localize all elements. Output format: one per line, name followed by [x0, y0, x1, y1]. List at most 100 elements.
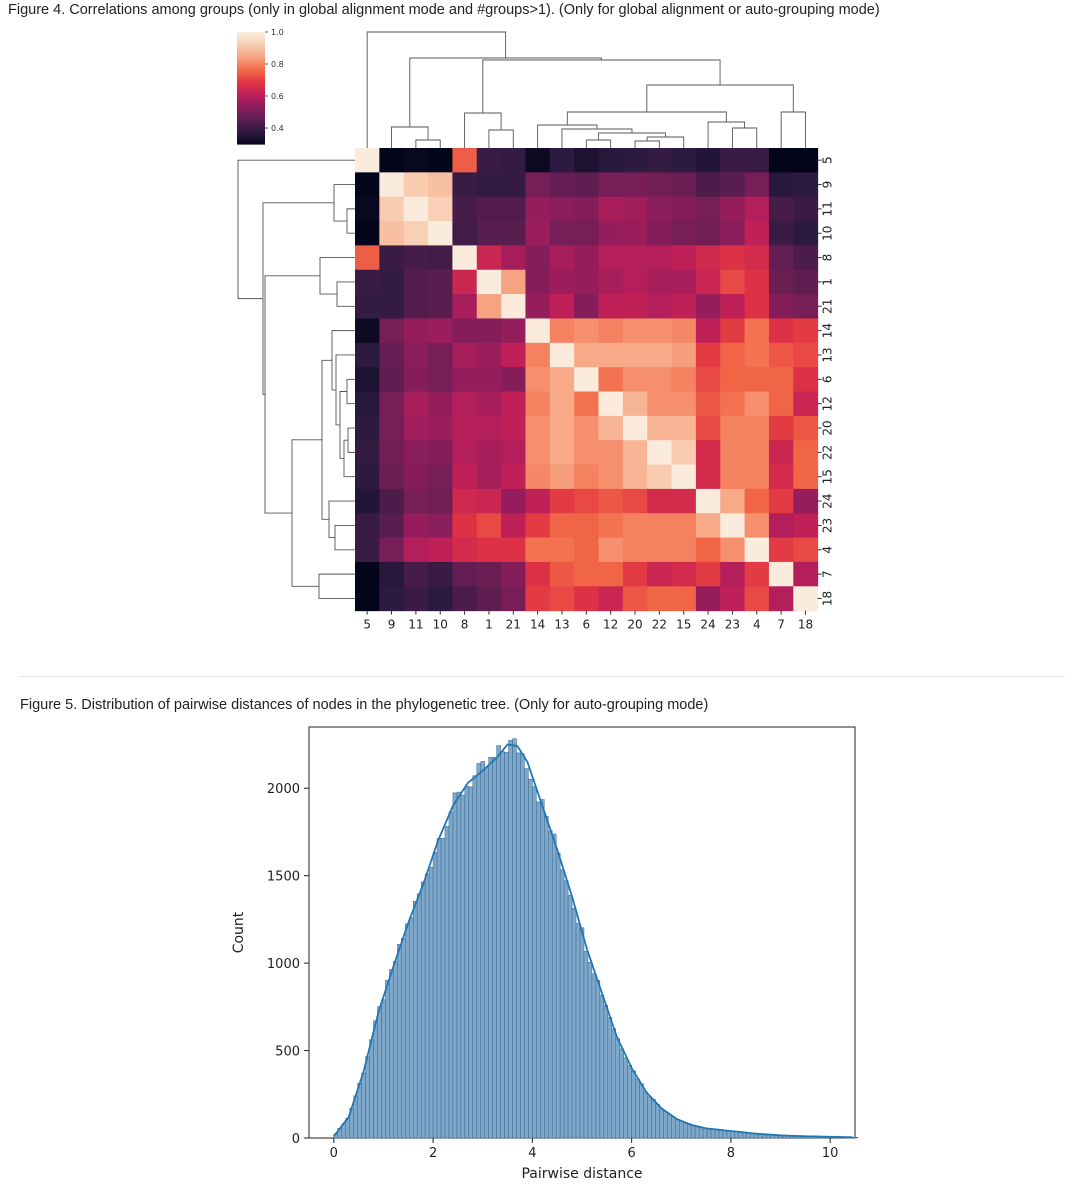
heatmap-cell [476, 391, 502, 417]
heatmap-cell [768, 245, 794, 271]
histogram-bar [492, 757, 497, 1139]
heatmap-cell [476, 318, 502, 344]
heatmap-cell [403, 464, 429, 490]
x-tick-label: 13 [554, 618, 569, 632]
heatmap-cell [598, 586, 624, 612]
colorbar-segment [237, 142, 265, 145]
heatmap-cell [744, 415, 770, 441]
colorbar-segment [237, 106, 265, 110]
y-tick-label: 9 [821, 181, 835, 189]
heatmap-cell [501, 367, 526, 392]
heatmap-cell [525, 221, 551, 246]
histogram-bar [420, 881, 426, 1139]
colorbar-segment [237, 76, 265, 80]
heatmap-cell [793, 488, 819, 514]
histogram-bar [643, 1091, 648, 1139]
heatmap-cell [525, 513, 551, 539]
heatmap-cell [695, 221, 721, 246]
heatmap-cell [549, 342, 575, 368]
heatmap-cell [647, 537, 673, 563]
histogram-bar [452, 792, 458, 1139]
heatmap-cell [574, 440, 599, 466]
heatmap-cell [574, 294, 599, 319]
histogram-bar [647, 1096, 652, 1139]
colorbar-segment [237, 54, 265, 57]
heatmap-cell [671, 537, 697, 563]
heatmap-cell [525, 196, 551, 222]
histogram-bar [730, 1131, 736, 1139]
heatmap-cell [501, 586, 526, 612]
histogram-bar [357, 1083, 362, 1139]
x-tick-label: 11 [408, 618, 423, 632]
histogram-bar [575, 922, 581, 1139]
heatmap-cell [476, 464, 502, 490]
colorbar-segment [237, 84, 265, 87]
histogram-bar [544, 816, 549, 1139]
heatmap-cell [695, 269, 721, 295]
heatmap-cell [379, 318, 405, 344]
heatmap-cell [428, 415, 453, 441]
histogram-bar [631, 1070, 636, 1139]
heatmap-cell [695, 367, 721, 392]
heatmap-cell [598, 415, 624, 441]
heatmap-cell [403, 318, 429, 344]
histogram-bar [381, 999, 386, 1139]
heatmap-cell [647, 513, 673, 539]
heatmap-cell [549, 440, 575, 466]
heatmap-cell [598, 391, 624, 417]
x-axis-tick-label: 4 [528, 1146, 536, 1161]
histogram-bar [547, 830, 553, 1139]
heatmap-cell [379, 488, 405, 514]
x-tick-label: 15 [676, 618, 691, 632]
heatmap-cell [671, 440, 697, 466]
dendrogram-link [237, 159, 355, 300]
histogram-bar [635, 1078, 640, 1139]
heatmap-cell [647, 440, 673, 466]
heatmap-cell [574, 148, 599, 173]
colorbar-segment [237, 89, 265, 93]
x-tick-label: 21 [506, 618, 521, 632]
heatmap-cell [793, 537, 819, 563]
heatmap-cell [452, 513, 478, 539]
heatmap-cell [476, 488, 502, 514]
heatmap-cell [549, 513, 575, 539]
heatmap-cell [671, 367, 697, 392]
figure-5-caption: Figure 5. Distribution of pairwise dista… [20, 697, 709, 713]
heatmap-cell [355, 342, 380, 368]
heatmap-cell [403, 367, 429, 392]
heatmap-cell [744, 196, 770, 222]
heatmap-cell [452, 440, 478, 466]
heatmap-cell [403, 440, 429, 466]
heatmap-cell [501, 464, 526, 490]
histogram-bar [690, 1124, 696, 1139]
histogram-bar [683, 1122, 688, 1139]
heatmap-cell [549, 318, 575, 344]
colorbar-segment [237, 46, 265, 50]
heatmap-cell [574, 488, 599, 514]
histogram-bar [480, 761, 485, 1139]
heatmap-cell [671, 269, 697, 295]
heatmap-cell [403, 245, 429, 271]
heatmap-cell [598, 440, 624, 466]
colorbar-segment [237, 121, 265, 125]
heatmap-cell [695, 561, 721, 587]
heatmap-cell [476, 440, 502, 466]
y-tick-label: 23 [821, 518, 835, 533]
heatmap-cell [549, 561, 575, 587]
colorbar-segment [237, 116, 265, 119]
heatmap-cell [793, 172, 819, 198]
heatmap-cell [647, 245, 673, 271]
heatmap-cell [720, 488, 746, 514]
colorbar-segment [237, 65, 265, 69]
heatmap-cell [671, 245, 697, 271]
heatmap-cell [768, 561, 794, 587]
histogram-bar [615, 1038, 620, 1139]
heatmap-cell [768, 196, 794, 222]
heatmap-cell [647, 464, 673, 490]
heatmap-cell [695, 537, 721, 563]
heatmap-cell [622, 342, 648, 368]
heatmap-cell [525, 367, 551, 392]
heatmap-cell [525, 464, 551, 490]
heatmap-cell [501, 342, 526, 368]
heatmap-cell [695, 391, 721, 417]
